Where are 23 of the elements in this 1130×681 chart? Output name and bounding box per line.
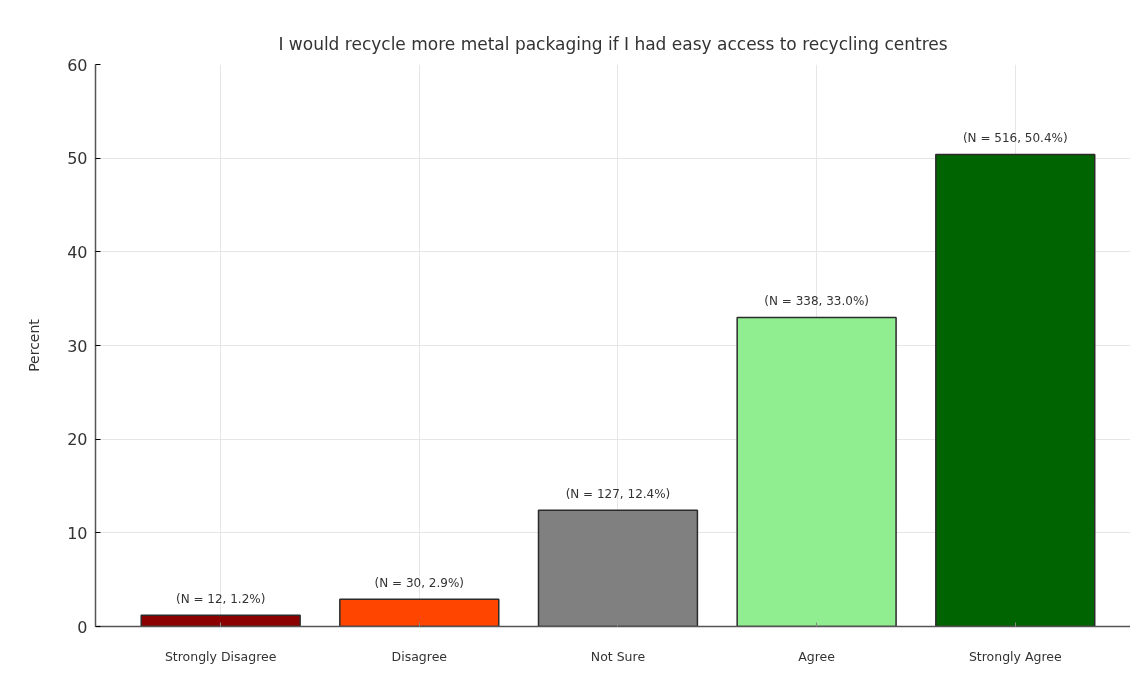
x-tick-label: Agree xyxy=(798,648,836,664)
data-label: (N = 30, 2.9%) xyxy=(374,576,465,591)
x-tick-label: Strongly Disagree xyxy=(164,648,277,664)
bar xyxy=(140,614,301,627)
bar xyxy=(935,153,1096,627)
y-tick-label: 30 xyxy=(67,336,88,356)
bar xyxy=(339,598,500,627)
y-tick-label: 10 xyxy=(67,523,88,543)
data-label: (N = 338, 33.0%) xyxy=(764,294,869,309)
data-label: (N = 12, 1.2%) xyxy=(175,592,266,607)
chart-title: I would recycle more metal packaging if I had easy access to recycling centres xyxy=(278,33,948,54)
y-tick-label: 60 xyxy=(67,55,88,75)
x-tick-label: Strongly Agree xyxy=(968,648,1062,664)
y-tick-label: 40 xyxy=(67,242,88,262)
x-tick-label: Disagree xyxy=(391,648,448,664)
x-tick-label: Not Sure xyxy=(590,648,646,664)
y-tick-label: 0 xyxy=(77,617,88,637)
data-label: (N = 516, 50.4%) xyxy=(962,131,1068,146)
data-label: (N = 127, 12.4%) xyxy=(565,487,671,502)
y-tick-label: 20 xyxy=(67,430,88,450)
y-axis-title: Percent xyxy=(26,318,43,372)
bar xyxy=(736,316,897,627)
y-tick-label: 50 xyxy=(67,149,88,169)
